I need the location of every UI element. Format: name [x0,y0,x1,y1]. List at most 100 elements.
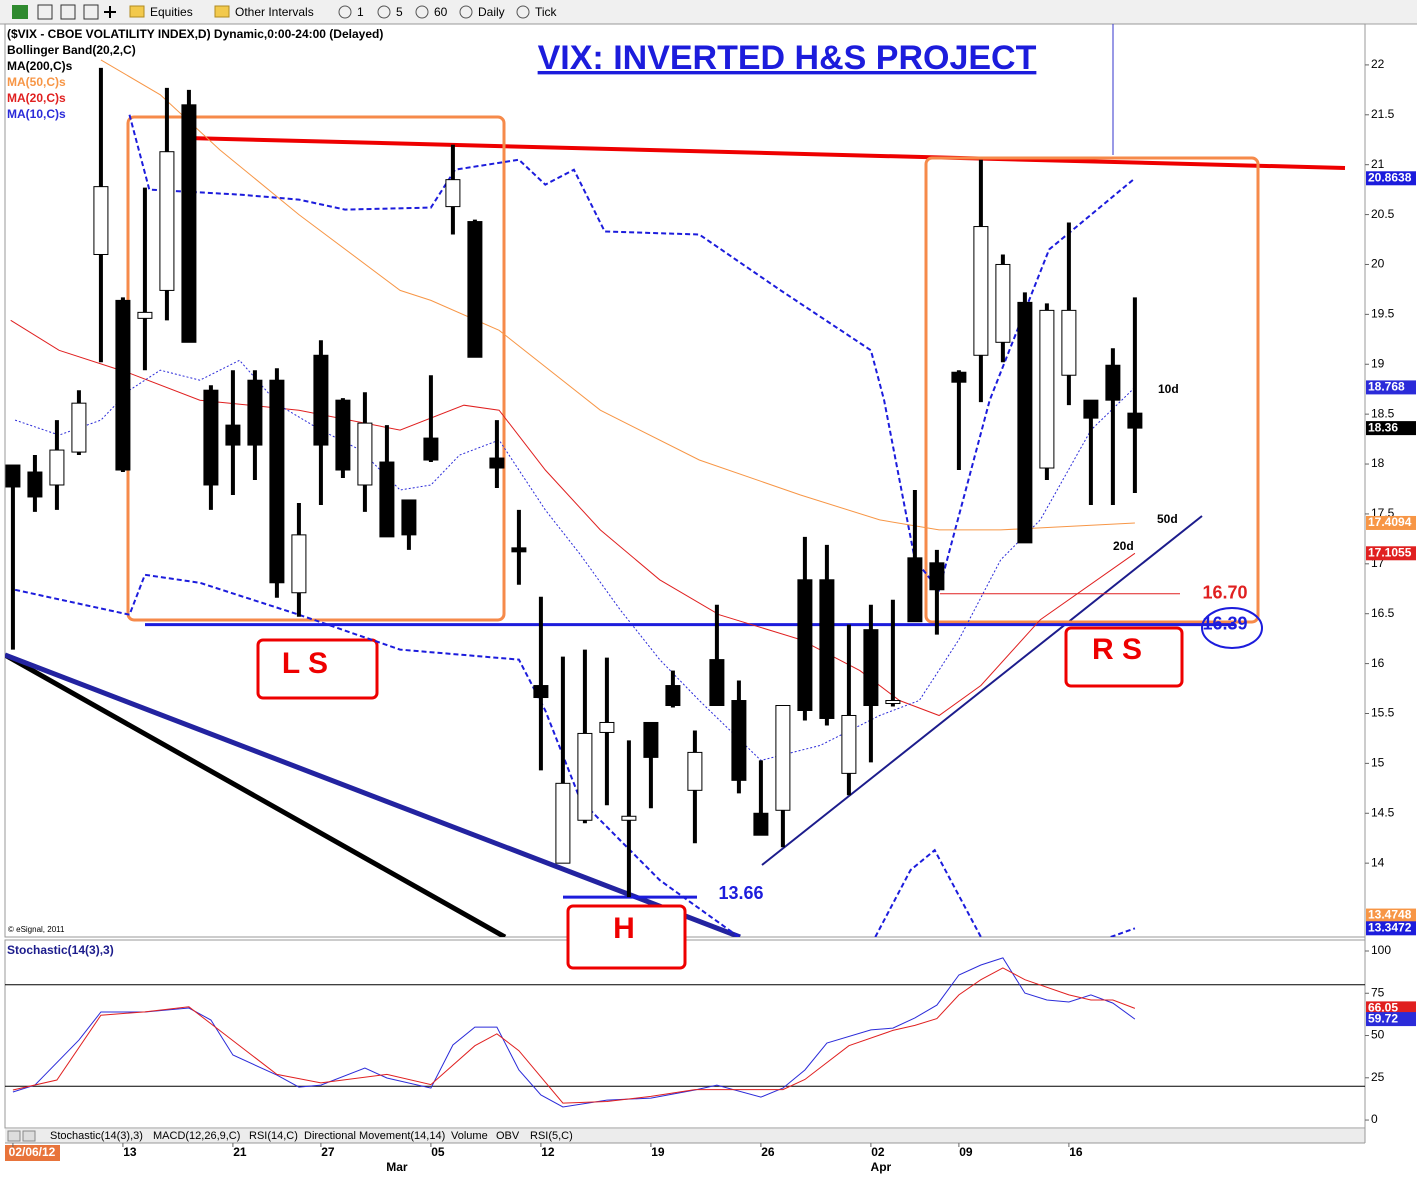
toolbar-add[interactable] [104,6,116,18]
candle-body [1127,412,1143,429]
y-tick-label: 21 [1371,157,1385,171]
tab[interactable]: RSI(5,C) [530,1130,573,1142]
stochastic-frame [4,939,1366,1129]
candle-body [665,685,681,707]
candle-body [357,422,373,486]
y-tick-label: 25 [1371,1070,1385,1084]
price-marker [1366,380,1416,395]
candle-body [1039,309,1055,469]
y-tick-label: 19.5 [1371,307,1395,321]
candle-body [159,151,175,291]
tab[interactable]: Directional Movement(14,14) [304,1130,445,1142]
candle-body [753,812,769,836]
toolbar-icon[interactable] [60,4,76,20]
candle-body [291,534,307,594]
tab[interactable]: Stochastic(14(3),3) [50,1130,143,1142]
price-marker-label: 18.768 [1368,380,1405,394]
toolbar-icon[interactable] [83,4,99,20]
y-tick-label: 18.5 [1371,406,1395,420]
candle-body [137,311,153,319]
candle-body [533,685,549,699]
interval-icon[interactable] [516,5,530,19]
toolbar-icon[interactable] [12,5,28,19]
level-label: 16.70 [1202,583,1247,603]
candle-body [181,104,197,343]
trendline [5,652,741,937]
pattern-box [566,904,687,970]
candle-body [49,449,65,486]
price-marker [1366,908,1416,923]
candle-body [775,705,791,811]
y-tick-label: 16.5 [1371,606,1395,620]
date-highlight [5,1145,60,1161]
tab[interactable]: Volume [451,1130,488,1142]
toolbar-item[interactable]: Tick [535,5,558,19]
candle-body [335,399,351,471]
tab-scroll[interactable] [7,1130,21,1142]
ma-tag: 10d [1158,382,1179,396]
ma-tag: 50d [1157,512,1178,526]
price-marker [1366,1001,1416,1016]
tab-bar [5,1129,1365,1143]
interval-icon[interactable] [459,5,473,19]
tab[interactable]: MACD(12,26,9,C) [153,1130,240,1142]
pattern-box [924,156,1260,624]
x-tick-label: 26 [761,1145,775,1159]
price-marker [1366,546,1416,561]
price-marker-label: 66.05 [1368,1001,1398,1015]
toolbar-icon[interactable] [37,4,53,20]
y-tick-label: 19 [1371,356,1385,370]
series-line [14,573,1136,937]
price-marker-label: 17.4094 [1368,515,1412,529]
toolbar-item[interactable]: 1 [357,5,364,19]
candle-body [467,221,483,358]
annotations [5,115,1346,937]
pattern-box [1064,626,1184,688]
toolbar-item[interactable]: 60 [434,5,448,19]
candle-body [687,751,703,791]
y-tick-label: 75 [1371,985,1385,999]
candle-body [313,354,329,446]
level-circle [1201,607,1263,649]
y-tick-label: 50 [1371,1028,1385,1042]
candle-body [401,499,417,536]
tab[interactable]: OBV [496,1130,520,1142]
price-marker-label: 13.3472 [1368,920,1412,934]
price-marker [1366,171,1416,186]
y-tick-label: 14.5 [1371,805,1395,819]
candle-body [819,579,835,719]
candle-body [269,379,285,584]
x-tick-label: 05 [431,1145,445,1159]
y-tick-label: 100 [1371,943,1391,957]
tab-scroll[interactable] [22,1130,36,1142]
tab[interactable]: RSI(14,C) [249,1130,298,1142]
toolbar-item[interactable]: Other Intervals [235,5,314,19]
candle-body [203,389,219,486]
toolbar-item[interactable]: Equities [150,5,193,19]
folder-icon[interactable] [214,5,230,18]
month-label: Apr [871,1160,892,1174]
month-label: Mar [386,1160,408,1174]
interval-icon[interactable] [377,5,391,19]
candle-body [643,721,659,758]
candle-body [247,379,263,446]
interval-icon[interactable] [338,5,352,19]
candle-body [731,700,747,781]
x-tick-label: 02 [871,1145,885,1159]
candle-body [423,437,439,461]
candle-body [951,371,967,383]
price-marker-label: 59.72 [1368,1011,1398,1025]
candle-body [115,299,131,471]
plot [5,59,1235,937]
x-tick-label: 16 [1069,1145,1083,1159]
interval-icon[interactable] [415,5,429,19]
candle-body [1083,399,1099,419]
candle-body [863,629,879,707]
toolbar-item[interactable]: 5 [396,5,403,19]
candle-body [1017,301,1033,544]
candle-body [445,179,461,208]
toolbar-item[interactable]: Daily [478,5,505,19]
folder-icon[interactable] [129,5,145,18]
